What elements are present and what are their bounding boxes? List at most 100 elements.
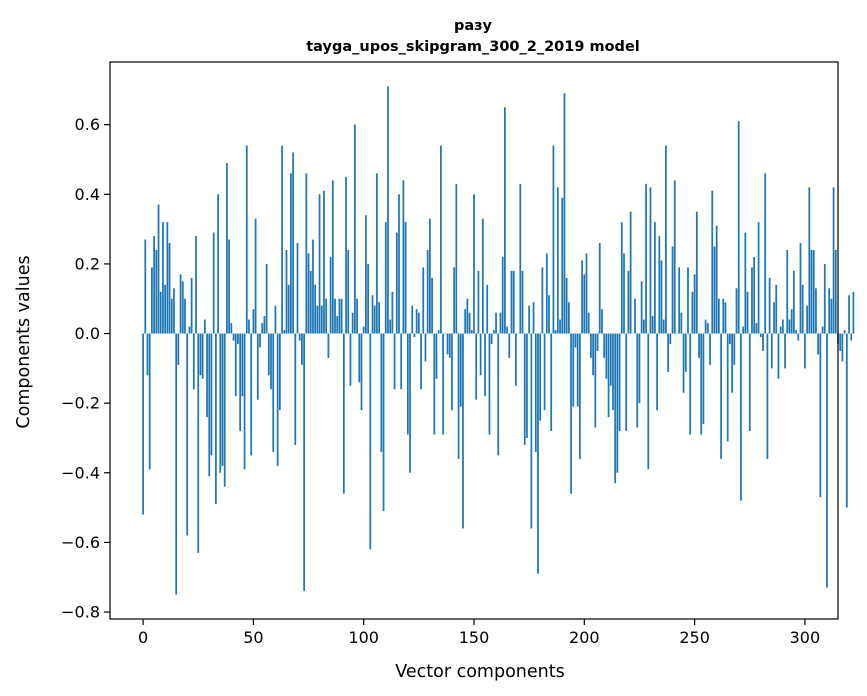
bar-201 (585, 253, 588, 334)
y-tick-label: 0.0 (75, 324, 100, 343)
bar-257 (709, 333, 711, 365)
bar-156 (486, 284, 489, 334)
bar-289 (779, 326, 782, 334)
bar-269 (735, 288, 738, 334)
bar-56 (265, 263, 268, 334)
bar-171 (519, 183, 522, 334)
bar-70 (296, 243, 299, 334)
bar-247 (687, 267, 689, 334)
bar-188 (556, 187, 559, 334)
bar-249 (691, 291, 694, 334)
bar-37 (223, 333, 226, 487)
bar-254 (702, 333, 705, 425)
bar-232 (654, 222, 656, 334)
bar-303 (810, 249, 813, 334)
bar-127 (422, 267, 425, 334)
bar-46 (243, 333, 246, 470)
bar-53 (259, 333, 261, 348)
bar-292 (786, 249, 789, 334)
bar-262 (720, 333, 722, 459)
bar-177 (532, 302, 535, 334)
bar-167 (510, 270, 513, 334)
y-tick-label: −0.8 (61, 603, 100, 622)
bar-248 (689, 333, 692, 435)
bar-88 (336, 316, 339, 334)
bar-113 (391, 291, 394, 334)
bar-165 (506, 326, 508, 334)
bar-255 (704, 319, 707, 334)
bar-126 (420, 333, 422, 390)
bar-107 (378, 302, 381, 334)
bar-153 (479, 333, 482, 376)
bar-139 (448, 333, 451, 358)
bar-241 (673, 180, 676, 334)
bar-283 (766, 333, 769, 459)
bar-213 (612, 333, 614, 411)
bar-9 (162, 222, 164, 334)
bar-103 (369, 333, 372, 550)
bar-115 (395, 232, 398, 334)
bar-94 (349, 333, 352, 386)
bar-175 (528, 305, 531, 334)
bar-263 (722, 298, 725, 334)
bar-209 (603, 333, 606, 358)
bar-163 (501, 256, 504, 334)
bar-261 (717, 298, 720, 334)
bar-118 (402, 180, 405, 334)
chart-subtitle: tayga_upos_skipgram_300_2_2019 model (306, 39, 640, 55)
bar-57 (267, 333, 270, 376)
bar-288 (777, 333, 780, 379)
bar-69 (294, 333, 297, 445)
bar-18 (181, 281, 184, 334)
bar-147 (466, 298, 469, 334)
bar-77 (312, 239, 314, 334)
bar-182 (543, 333, 546, 411)
bar-296 (795, 330, 797, 334)
bar-35 (219, 333, 222, 473)
bar-112 (389, 319, 392, 334)
bar-123 (413, 333, 416, 338)
bar-91 (342, 333, 345, 494)
bar-92 (345, 176, 347, 334)
bars-group (142, 86, 855, 595)
bar-10 (164, 284, 167, 334)
bar-169 (515, 333, 517, 386)
bar-75 (307, 253, 310, 334)
bar-19 (184, 298, 186, 334)
bar-321 (850, 333, 853, 341)
bar-297 (797, 333, 800, 341)
bar-174 (526, 333, 528, 438)
bar-132 (433, 333, 436, 435)
bar-215 (616, 333, 619, 473)
bar-21 (188, 326, 191, 334)
bar-30 (208, 333, 211, 477)
bar-109 (382, 333, 385, 512)
bar-89 (338, 298, 341, 334)
bar-11 (166, 222, 169, 334)
bar-23 (192, 333, 195, 390)
bar-82 (323, 190, 325, 334)
bar-265 (726, 333, 729, 442)
bar-200 (583, 274, 586, 334)
plot-frame (109, 61, 839, 620)
bar-25 (197, 333, 200, 553)
bar-238 (667, 333, 670, 372)
bar-240 (671, 246, 674, 334)
bar-2 (146, 333, 149, 376)
bar-47 (245, 145, 248, 334)
bar-68 (292, 152, 294, 334)
bar-51 (254, 218, 257, 334)
bar-246 (684, 333, 687, 372)
bar-272 (742, 326, 745, 334)
bar-293 (788, 319, 791, 334)
bar-279 (757, 222, 760, 334)
bar-187 (554, 330, 557, 334)
bar-322 (852, 291, 855, 334)
bar-73 (303, 333, 306, 592)
bar-124 (415, 309, 418, 334)
bar-219 (625, 333, 628, 432)
bar-253 (700, 333, 703, 435)
bar-164 (504, 107, 506, 334)
bar-308 (821, 326, 824, 334)
bar-168 (512, 270, 515, 334)
